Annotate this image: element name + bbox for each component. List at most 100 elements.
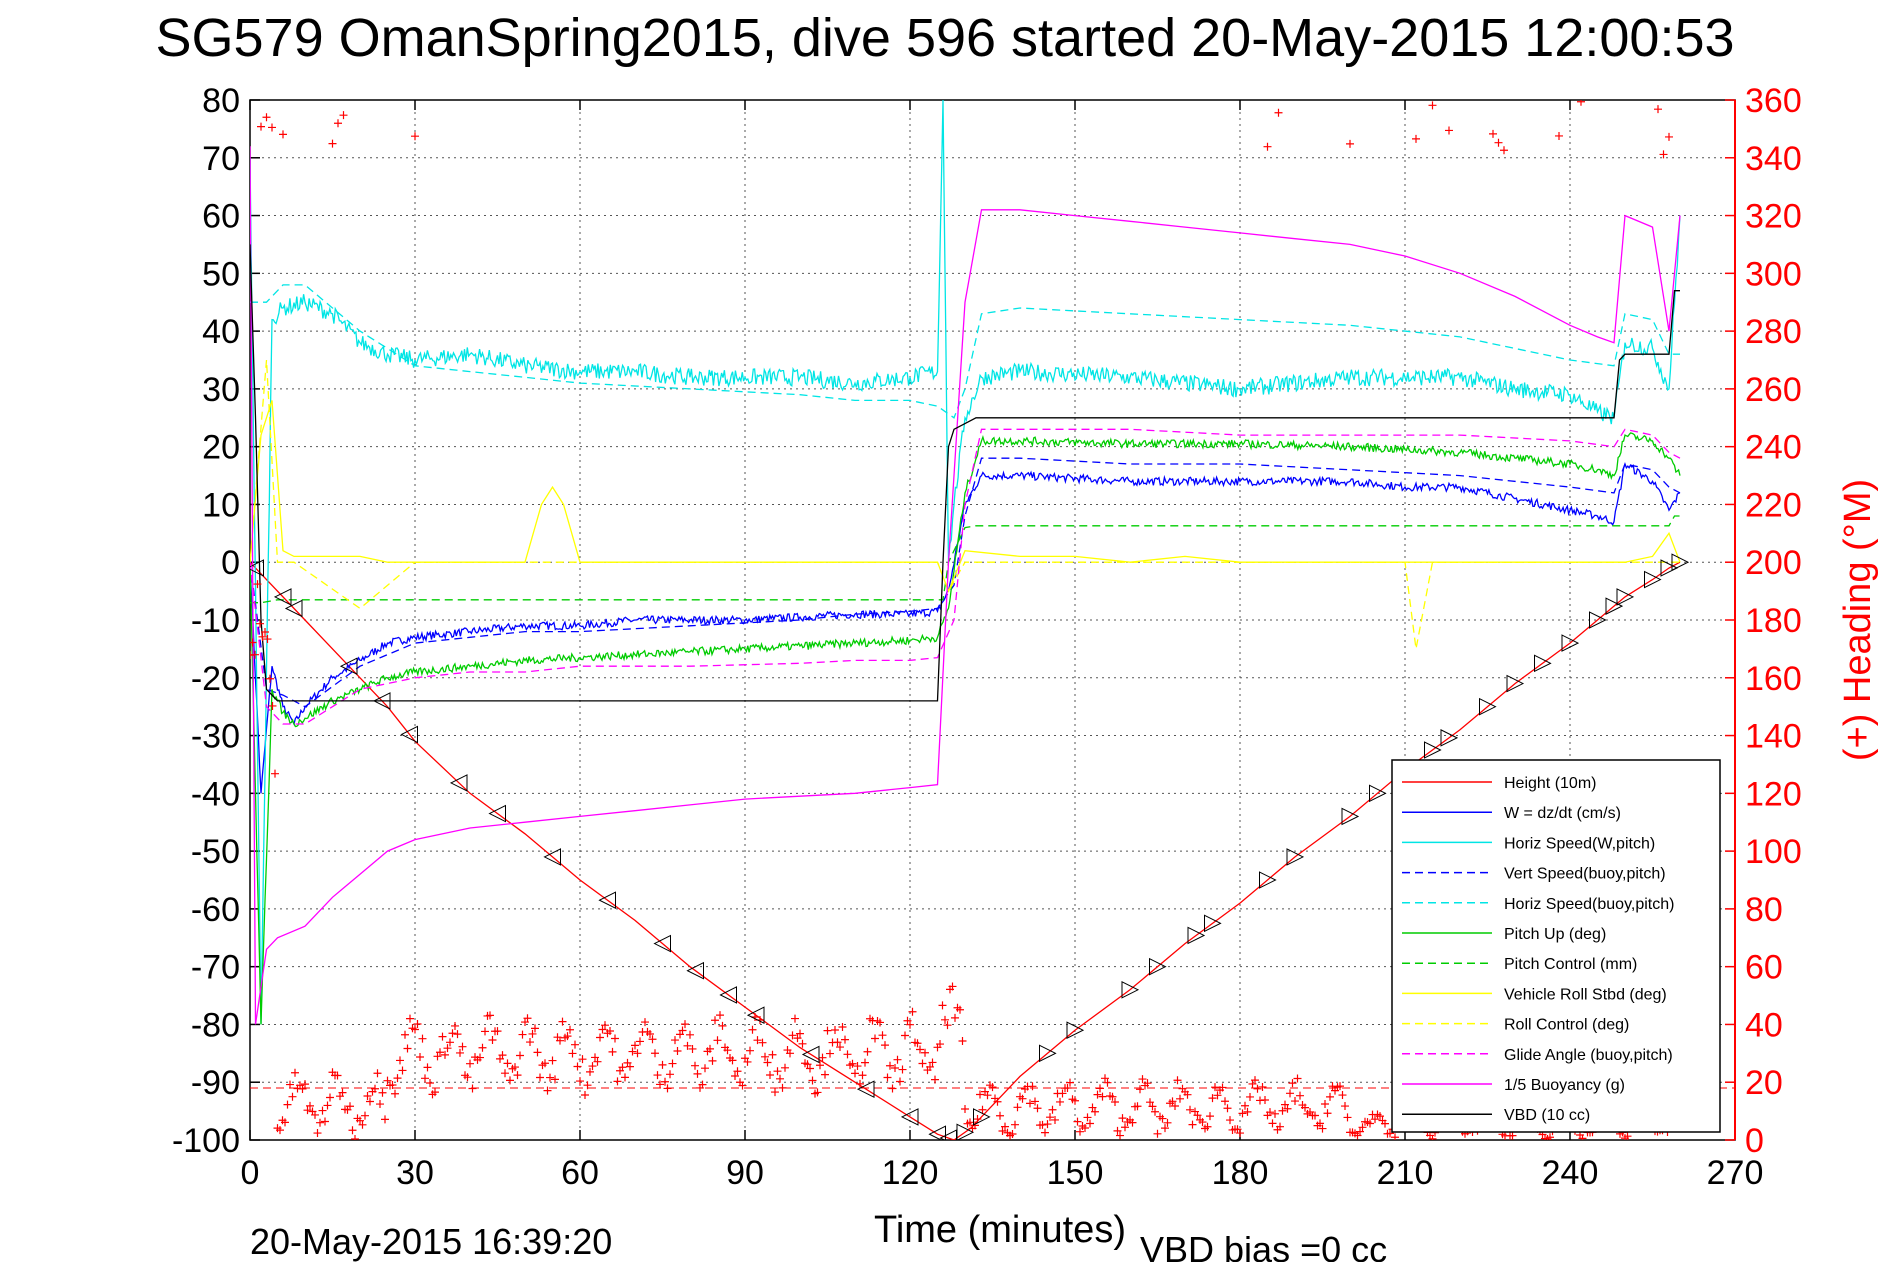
heading-marker [1193,1111,1202,1120]
height-marker [1660,559,1679,577]
heading-marker [646,1030,654,1039]
heading-marker [856,1079,864,1088]
height-marker [653,934,671,953]
heading-marker [421,1074,429,1083]
heading-marker [1336,1082,1344,1091]
heading-marker [1243,1107,1252,1116]
heading-marker [1386,1129,1394,1138]
heading-marker [262,113,271,122]
heading-marker [891,1064,899,1073]
heading-marker [713,1036,722,1045]
heading-marker [438,1032,447,1041]
heading-marker [836,1043,844,1052]
heading-marker [1098,1092,1107,1101]
heading-marker [266,674,274,683]
height-marker [543,848,561,866]
heading-marker [1161,1124,1169,1133]
heading-marker [1138,1075,1147,1084]
heading-marker [591,1053,599,1062]
heading-marker [996,1111,1004,1120]
heading-marker [618,1063,627,1072]
heading-marker [1428,1134,1437,1140]
heading-marker [323,1101,332,1110]
heading-marker [328,139,337,148]
heading-marker [658,1060,667,1069]
heading-marker [1246,1092,1254,1101]
height-marker [1121,980,1140,999]
heading-marker [468,1084,477,1093]
height-marker [1204,914,1222,933]
height-marker [900,1108,919,1126]
heading-marker [1381,1119,1389,1128]
heading-marker [838,1022,847,1031]
heading-marker [563,1032,572,1041]
heading-marker [1508,1131,1517,1140]
heading-marker [1358,1123,1367,1132]
heading-marker [666,1070,674,1079]
heading-marker [708,1056,717,1065]
heading-marker [823,1026,832,1035]
heading-marker [516,1051,524,1060]
heading-marker [926,1062,934,1071]
heading-marker [436,1048,444,1057]
heading-marker [1238,1109,1247,1118]
heading-marker [1136,1085,1144,1094]
heading-marker [893,1055,902,1064]
heading-marker [951,1013,959,1022]
heading-marker [983,1091,992,1100]
heading-marker [391,1089,399,1098]
heading-marker [1113,1126,1122,1135]
heading-marker [486,1011,494,1020]
heading-marker [478,1043,487,1052]
heading-marker [1489,129,1497,138]
heading-marker [1058,1089,1067,1098]
heading-marker [383,1076,392,1085]
height-marker [1506,674,1525,693]
heading-marker [1283,1104,1292,1113]
heading-marker [1011,1120,1019,1129]
heading-marker [558,1017,567,1026]
heading-marker [636,1037,644,1046]
y-right-tick-label: 280 [1745,313,1802,351]
heading-marker [533,1048,542,1057]
heading-marker [298,1084,307,1093]
heading-marker [691,1061,699,1070]
height-marker [1259,871,1277,889]
heading-marker [753,1036,762,1045]
heading-marker [936,1040,944,1049]
height-marker [400,725,418,744]
height-marker [250,559,264,577]
heading-marker [363,1092,372,1101]
heading-marker [1213,1091,1222,1100]
heading-marker [766,1070,774,1079]
heading-marker [451,1021,459,1030]
heading-marker [1296,1091,1304,1100]
heading-marker [876,1018,884,1027]
heading-marker [1659,150,1668,159]
heading-marker [998,1127,1007,1136]
heading-marker [566,1025,574,1034]
legend-box [1391,759,1721,1133]
heading-marker [1086,1119,1094,1128]
heading-marker [326,1093,334,1102]
heading-marker [348,1126,357,1135]
heading-marker [641,1018,649,1027]
heading-marker [523,1014,532,1023]
heading-marker [1133,1102,1142,1111]
heading-marker [1236,1129,1244,1138]
heading-marker [773,1067,782,1076]
heading-marker [746,1046,754,1055]
heading-marker [851,1069,859,1078]
x-axis-label: Time (minutes) [874,1209,1126,1251]
heading-marker [631,1041,639,1050]
legend-label: Vert Speed(buoy,pitch) [1504,866,1666,883]
height-marker [1341,807,1360,826]
heading-marker [706,1044,714,1053]
x-tick-label: 240 [1542,1154,1599,1192]
heading-marker [1223,1104,1232,1113]
heading-marker [656,1080,664,1089]
heading-marker [526,1038,534,1047]
series-vert-speed-buoy-pitch [250,457,1681,708]
heading-marker [1173,1076,1182,1085]
heading-marker [1033,1104,1042,1113]
